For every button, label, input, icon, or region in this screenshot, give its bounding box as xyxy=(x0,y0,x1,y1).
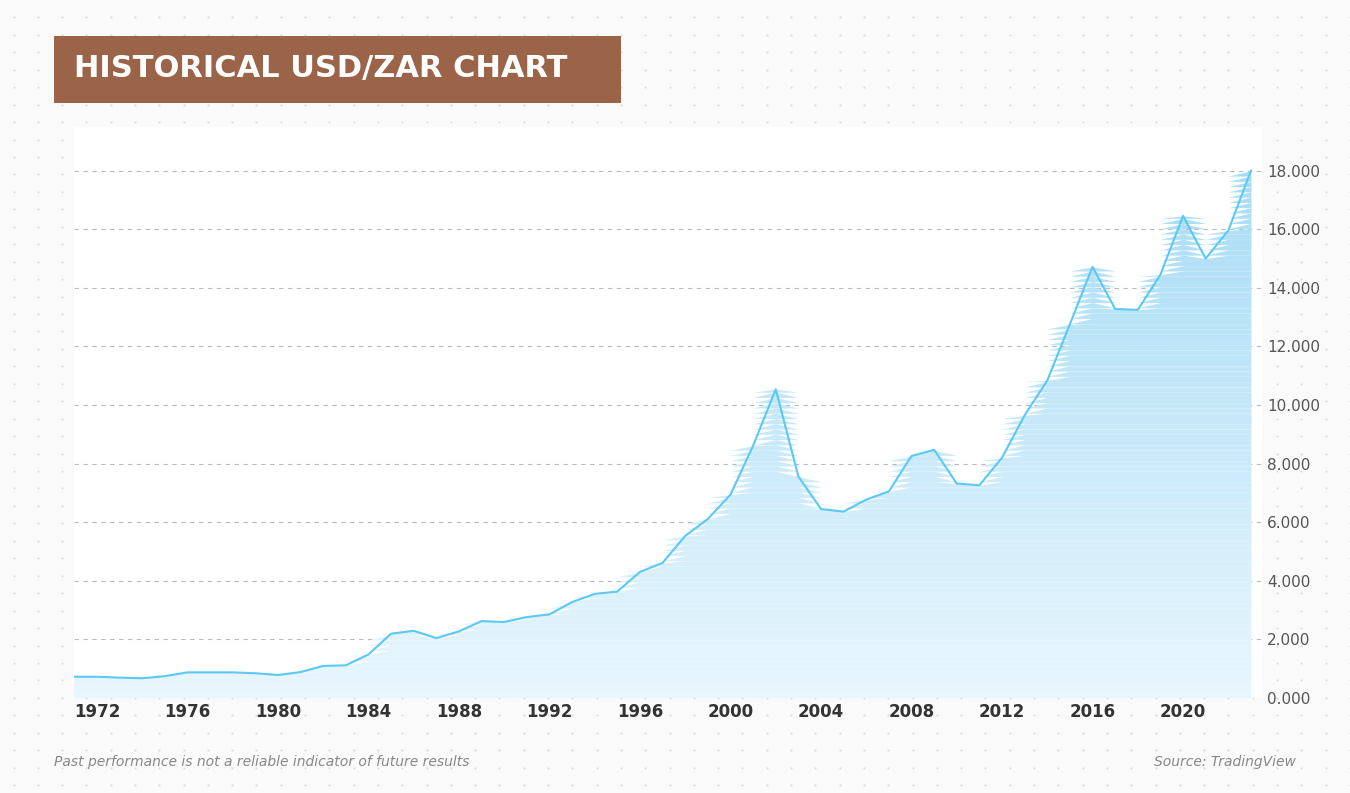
Text: Past performance is not a reliable indicator of future results: Past performance is not a reliable indic… xyxy=(54,755,470,769)
FancyBboxPatch shape xyxy=(54,36,621,103)
Text: HISTORICAL USD/ZAR CHART: HISTORICAL USD/ZAR CHART xyxy=(74,55,567,83)
Text: Source: TradingView: Source: TradingView xyxy=(1154,755,1296,769)
